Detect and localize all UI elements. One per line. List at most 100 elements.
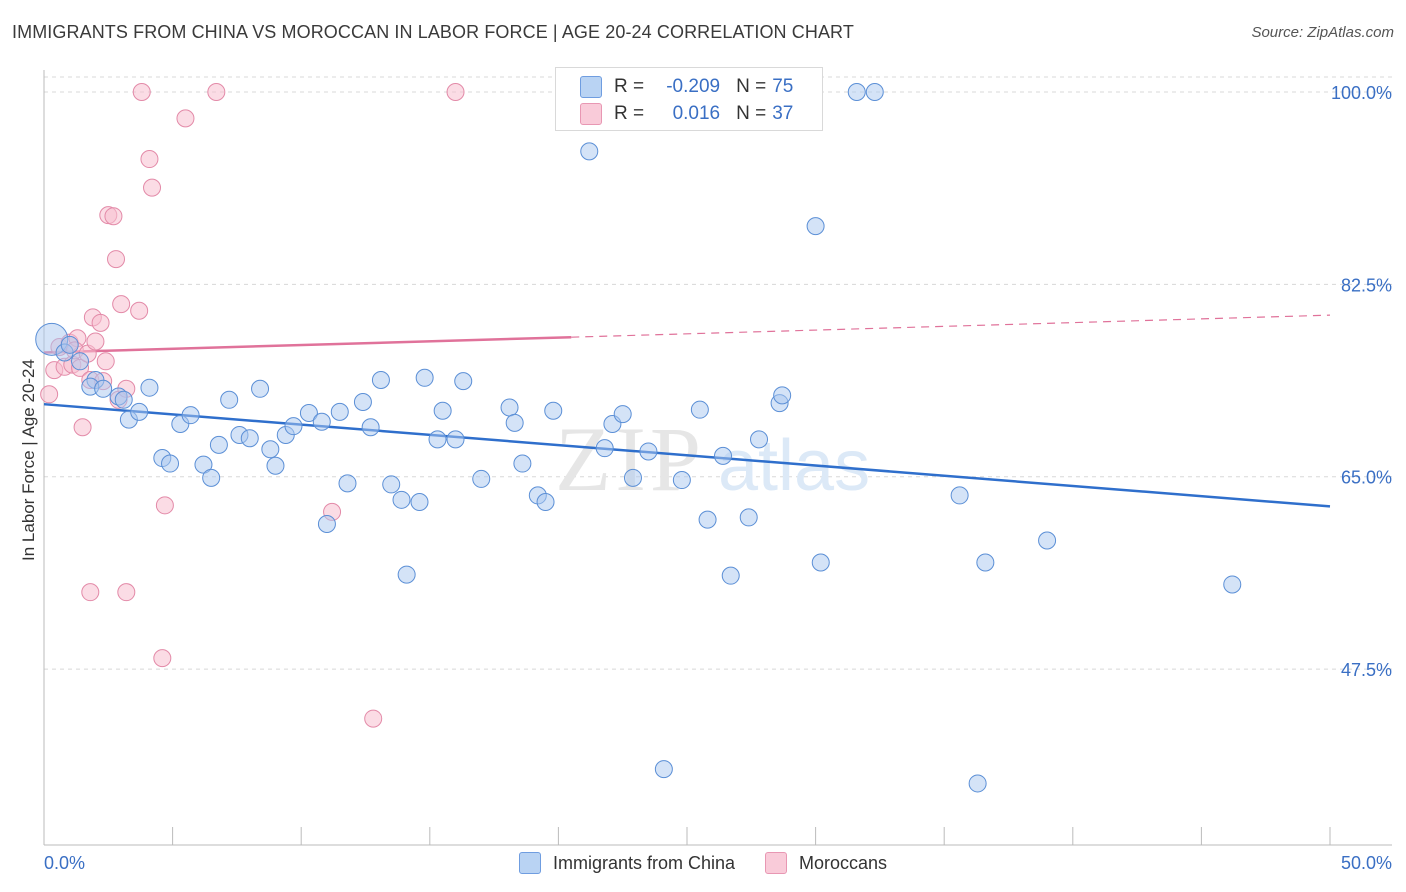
legend-label-china: Immigrants from China [552, 852, 736, 873]
legend-n-label: N = [736, 103, 767, 124]
china-point [513, 454, 532, 473]
china-point [623, 468, 642, 487]
china-point [353, 392, 372, 411]
moroccan-point [143, 178, 162, 197]
trend-lines [43, 314, 1331, 508]
china-point [714, 446, 733, 465]
china-point [613, 405, 632, 424]
china-point [446, 430, 465, 449]
china-point [161, 454, 180, 473]
legend-row-moroccan: R = 0.016 N = 37 [580, 101, 793, 127]
china-point [690, 400, 709, 419]
china-point [382, 475, 401, 494]
moroccan-point [364, 709, 383, 728]
y-tick-label: 82.5% [1341, 275, 1392, 295]
china-point [536, 493, 555, 512]
china-point [1223, 575, 1242, 594]
legend-r-label: R = [614, 103, 645, 124]
china-point [240, 429, 259, 448]
moroccan-points [40, 82, 465, 728]
moroccan-point [153, 649, 172, 668]
china-point [721, 566, 740, 585]
moroccan-trend-extension [571, 314, 1331, 338]
china-point [220, 390, 239, 409]
legend-item-moroccans: Moroccans [765, 852, 887, 874]
moroccan-point [73, 418, 92, 437]
legend-row-china: R = -0.209 N = 75 [580, 74, 793, 100]
legend-label-moroccans: Moroccans [799, 852, 888, 873]
china-legend-swatch [518, 852, 541, 874]
watermark-zip: ZIP [555, 408, 705, 510]
china-point [71, 352, 90, 371]
moroccan-point [91, 313, 110, 332]
china-point [299, 403, 318, 422]
china-point [317, 515, 336, 534]
china-point [415, 368, 434, 387]
china-point [209, 435, 228, 454]
china-point [950, 486, 969, 505]
legend-n-label: N = [736, 76, 767, 97]
axes [43, 70, 1392, 846]
moroccan-legend-swatch [765, 852, 788, 874]
tick-labels: 47.5% 65.0% 82.5% 100.0% 0.0% 50.0% [44, 83, 1392, 873]
moroccan-point [96, 352, 115, 371]
moroccan-point [446, 82, 465, 101]
china-point [976, 553, 995, 572]
moroccan-point [107, 250, 126, 269]
legend-r-label: R = [614, 76, 645, 97]
stats-legend: R = -0.209 N = 75 R = 0.016 N = 37 [555, 67, 823, 131]
china-point [361, 418, 380, 437]
china-point [140, 378, 159, 397]
legend-r-value-moroccan: 0.016 [672, 103, 721, 124]
gridlines [44, 76, 1392, 670]
china-point [811, 553, 830, 572]
china-point [312, 412, 331, 431]
china-point [750, 430, 769, 449]
china-point [433, 401, 452, 420]
china-point [654, 760, 673, 779]
china-point [472, 469, 491, 488]
china-point [266, 456, 285, 475]
moroccan-point [104, 207, 123, 226]
china-points [35, 82, 1242, 793]
moroccan-point [81, 583, 100, 602]
china-trend-line [43, 402, 1331, 508]
china-point [60, 335, 79, 354]
series-legend: Immigrants from China Moroccans [0, 852, 1406, 874]
source-credit: Source: ZipAtlas.com [1251, 24, 1394, 41]
moroccan-point [117, 583, 136, 602]
china-point [580, 142, 599, 161]
china-point [505, 413, 524, 432]
y-tick-label: 65.0% [1341, 468, 1392, 488]
china-point [672, 471, 691, 490]
legend-r-value-china: -0.209 [666, 76, 721, 97]
china-point [194, 455, 213, 474]
china-point [544, 401, 563, 420]
china-point [847, 82, 866, 101]
china-point [428, 430, 447, 449]
china-point [338, 474, 357, 493]
china-point [500, 398, 519, 417]
china-point [181, 406, 200, 425]
watermark-atlas: atlas [718, 426, 870, 506]
chart-title: IMMIGRANTS FROM CHINA VS MOROCCAN IN LAB… [12, 22, 854, 42]
china-point [202, 468, 221, 487]
china-point [251, 379, 270, 398]
china-point [773, 386, 792, 405]
x-tick-label: 50.0% [1341, 853, 1392, 873]
moroccan-point [40, 385, 59, 404]
china-point [392, 490, 411, 509]
legend-n-value-china: 75 [772, 76, 794, 97]
legend-n-value-moroccan: 37 [772, 103, 794, 124]
china-point [330, 402, 349, 421]
china-point [454, 372, 473, 391]
china-point [114, 390, 133, 409]
moroccan-point [112, 295, 131, 314]
legend-item-china: Immigrants from China [518, 852, 736, 874]
moroccan-point [86, 332, 105, 351]
china-point [130, 402, 149, 421]
watermark: ZIP atlas [555, 408, 870, 510]
china-point [639, 442, 658, 461]
china-point [410, 493, 429, 512]
